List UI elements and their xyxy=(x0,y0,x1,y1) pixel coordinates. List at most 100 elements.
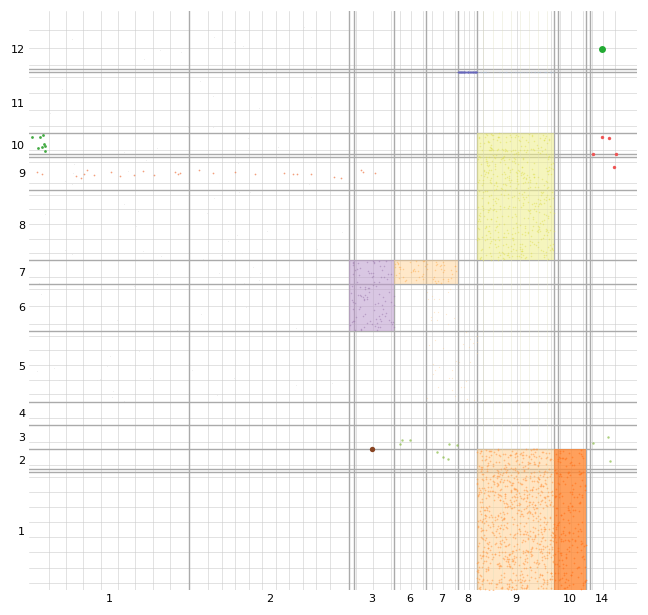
Point xyxy=(512,486,522,496)
Point xyxy=(533,237,544,247)
Point xyxy=(479,542,489,552)
Point xyxy=(573,561,584,571)
Point xyxy=(477,576,487,585)
Point xyxy=(524,506,535,516)
Point xyxy=(368,268,378,277)
Point xyxy=(486,510,496,520)
Point xyxy=(498,155,509,165)
Point xyxy=(513,498,524,507)
Point xyxy=(483,452,494,462)
Point xyxy=(523,228,533,238)
Point xyxy=(498,167,509,177)
Point xyxy=(471,68,481,77)
Point xyxy=(566,570,577,580)
Point xyxy=(513,149,524,159)
Point xyxy=(520,223,530,232)
Point xyxy=(426,312,436,322)
Point xyxy=(474,574,484,584)
Point xyxy=(554,561,564,571)
Point xyxy=(481,564,491,574)
Point xyxy=(476,245,487,255)
Point xyxy=(472,336,482,346)
Point xyxy=(506,487,516,497)
Point xyxy=(522,459,533,469)
Point xyxy=(95,374,106,384)
Point xyxy=(527,485,537,494)
Point xyxy=(529,523,540,533)
Point xyxy=(519,563,529,573)
Point xyxy=(430,264,440,274)
Point xyxy=(541,68,551,77)
Point xyxy=(474,571,485,581)
Point xyxy=(494,563,504,573)
Point xyxy=(527,237,537,247)
Point xyxy=(358,311,368,321)
Point xyxy=(503,556,513,566)
Point xyxy=(456,383,466,392)
Point xyxy=(570,535,581,545)
Point xyxy=(511,68,521,77)
Point xyxy=(507,229,517,239)
Point xyxy=(525,182,535,192)
Point xyxy=(500,449,511,459)
Point xyxy=(226,88,236,98)
Point xyxy=(459,68,470,77)
Point xyxy=(397,435,407,445)
Point xyxy=(540,68,551,77)
Point xyxy=(485,142,495,152)
Point xyxy=(441,309,452,319)
Point xyxy=(408,265,418,275)
Point xyxy=(454,68,464,77)
Point xyxy=(481,502,491,512)
Point xyxy=(349,315,359,325)
Point xyxy=(478,547,488,557)
Point xyxy=(216,250,226,260)
Point xyxy=(502,482,512,491)
Point xyxy=(411,275,422,285)
Point xyxy=(506,462,516,472)
Point xyxy=(546,568,557,578)
Point xyxy=(494,536,505,546)
Point xyxy=(483,161,494,171)
Point xyxy=(494,132,504,141)
Point xyxy=(428,359,438,369)
Point xyxy=(358,292,368,301)
Point xyxy=(353,258,363,268)
Point xyxy=(505,450,515,460)
Point xyxy=(518,548,528,558)
Point xyxy=(465,68,475,77)
Point xyxy=(527,164,537,173)
Point xyxy=(529,451,539,461)
Point xyxy=(483,544,494,554)
Point xyxy=(356,325,366,335)
Point xyxy=(520,230,530,240)
Point xyxy=(557,453,568,462)
Point xyxy=(358,167,368,177)
Point xyxy=(541,68,551,77)
Point xyxy=(413,266,424,276)
Point xyxy=(487,526,497,536)
Point xyxy=(432,447,442,457)
Point xyxy=(489,165,500,175)
Point xyxy=(494,558,504,568)
Point xyxy=(520,547,531,557)
Point xyxy=(564,527,574,537)
Point xyxy=(580,480,590,490)
Point xyxy=(516,247,527,256)
Point xyxy=(494,495,505,505)
Point xyxy=(237,248,248,258)
Point xyxy=(470,68,480,77)
Point xyxy=(488,169,498,179)
Point xyxy=(538,230,549,240)
Point xyxy=(457,68,467,77)
Point xyxy=(483,544,493,554)
Point xyxy=(542,575,552,585)
Point xyxy=(474,210,484,220)
Point xyxy=(546,68,557,77)
Point xyxy=(459,68,469,77)
Point xyxy=(564,448,575,458)
Point xyxy=(455,68,465,77)
Point xyxy=(553,478,564,488)
Point xyxy=(539,252,550,262)
Point xyxy=(461,327,471,336)
